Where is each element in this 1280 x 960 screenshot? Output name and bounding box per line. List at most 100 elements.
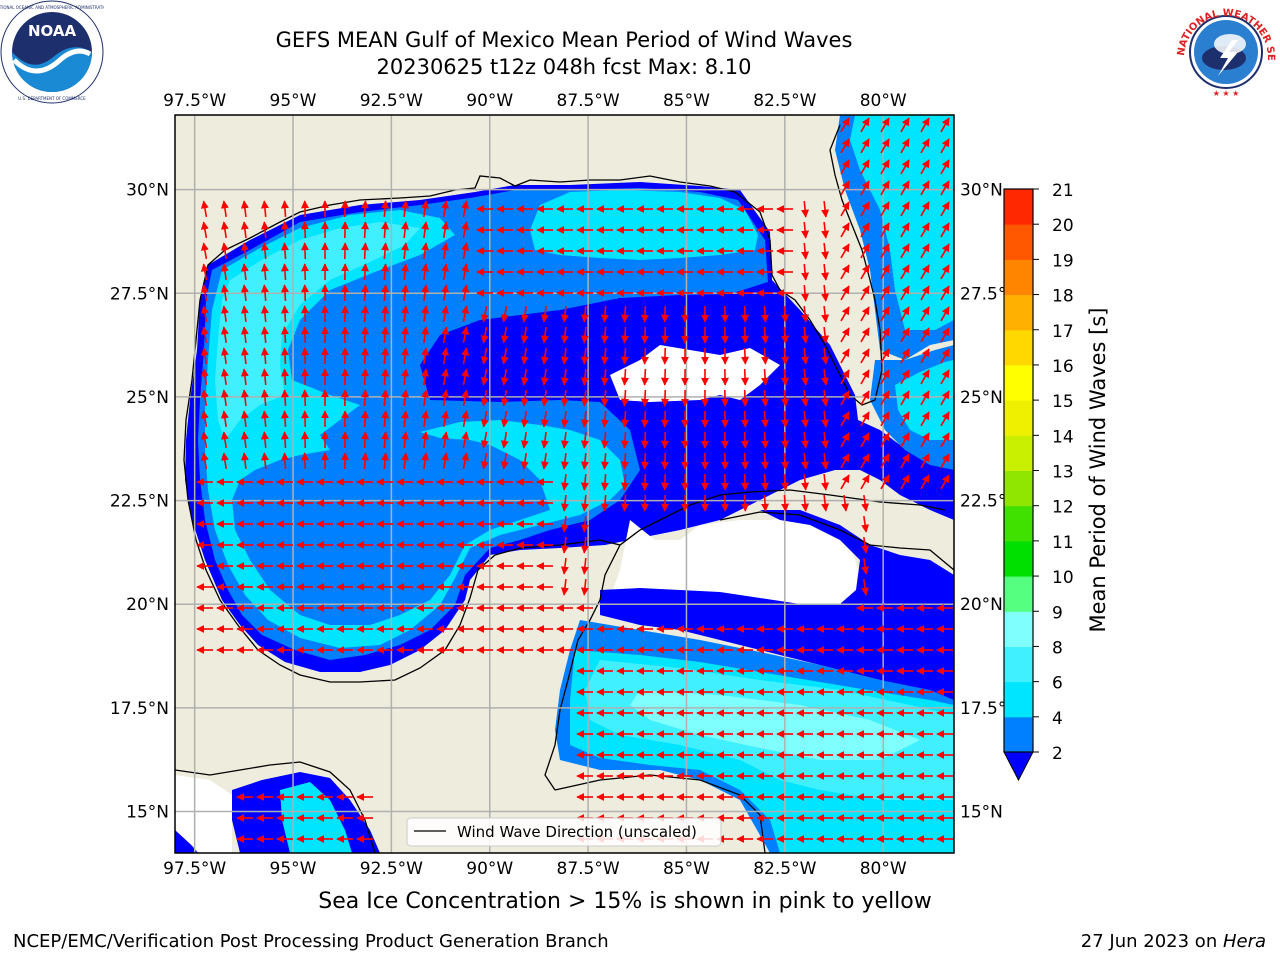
wind-wave-arrow (520, 452, 529, 470)
sea-ice-note: Sea Ice Concentration > 15% is shown in … (318, 889, 932, 914)
wind-wave-arrow (741, 305, 750, 323)
wind-wave-arrow (220, 326, 229, 344)
wind-wave-arrow (560, 305, 569, 323)
wind-wave-arrow (500, 452, 509, 470)
colorbar-segment (1004, 224, 1033, 260)
wind-wave-arrow (880, 159, 890, 175)
wind-wave-arrow (900, 390, 910, 406)
wind-wave-arrow (441, 305, 450, 323)
wind-wave-arrow (761, 473, 770, 491)
wind-wave-arrow (761, 389, 770, 407)
wind-wave-arrow (741, 494, 750, 512)
longitude-label: 90°W (466, 859, 513, 879)
wind-wave-arrow (940, 159, 950, 175)
wind-wave-arrow (560, 557, 569, 575)
longitude-label: 97.5°W (163, 859, 226, 879)
wind-wave-arrow (461, 347, 470, 365)
wind-wave-arrow (840, 390, 850, 406)
wind-wave-arrow (900, 201, 910, 217)
wind-wave-arrow (480, 452, 489, 470)
wind-wave-arrow (560, 473, 569, 491)
wind-wave-arrow (940, 306, 950, 322)
wind-wave-arrow (600, 326, 609, 344)
wind-wave-arrow (781, 347, 790, 365)
wind-wave-arrow (220, 200, 229, 218)
wind-wave-arrow (300, 242, 309, 260)
wind-wave-arrow (520, 410, 529, 428)
wind-wave-arrow (421, 368, 430, 386)
wind-wave-arrow (361, 263, 370, 281)
wind-wave-arrow (300, 368, 309, 386)
longitude-label: 80°W (860, 859, 907, 879)
wind-wave-arrow (300, 431, 309, 449)
wind-wave-arrow (840, 201, 850, 217)
no-data-region (175, 775, 232, 853)
wind-wave-arrow (540, 389, 549, 407)
wind-wave-arrow (920, 201, 930, 217)
wind-wave-arrow (520, 305, 529, 323)
wind-wave-arrow (500, 410, 509, 428)
colorbar-segment (1004, 576, 1033, 612)
colorbar: 2 4 6 8 9 10 11 12 13 14 15 16 17 18 19 20 21 (1003, 181, 1074, 782)
wind-wave-arrow (860, 411, 870, 427)
wind-wave-arrow (860, 285, 870, 301)
wind-wave-arrow (741, 410, 750, 428)
wind-wave-arrow (300, 221, 309, 239)
wind-wave-arrow (480, 326, 489, 344)
wind-wave-arrow (580, 557, 589, 575)
wind-wave-arrow (280, 284, 289, 302)
latitude-label: 25°N (126, 388, 169, 408)
wind-wave-arrow (920, 243, 930, 259)
wind-wave-arrow (361, 200, 370, 218)
wind-wave-arrow (361, 221, 370, 239)
wind-wave-arrow (580, 494, 589, 512)
wind-wave-arrow (220, 347, 229, 365)
wind-wave-arrow (801, 431, 810, 449)
wind-wave-arrow (900, 180, 910, 196)
wind-wave-arrow (821, 494, 830, 512)
wind-wave-arrow (861, 578, 870, 596)
wind-wave-arrow (220, 305, 229, 323)
wind-wave-arrow (560, 578, 569, 596)
svg-text:NATIONAL OCEANIC AND ATMOSPHER: NATIONAL OCEANIC AND ATMOSPHERIC ADMINIS… (0, 5, 104, 10)
wind-wave-arrow (260, 431, 269, 449)
wind-wave-arrow (381, 347, 390, 365)
wind-wave-arrow (900, 453, 910, 469)
latitude-label: 15°N (960, 803, 1003, 823)
wind-wave-arrow (821, 200, 830, 218)
wind-wave-arrow (461, 410, 470, 428)
wind-wave-arrow (421, 263, 430, 281)
wind-wave-arrow (900, 327, 910, 343)
longitude-label: 92.5°W (360, 859, 423, 879)
wind-wave-arrow (840, 411, 850, 427)
nws-logo: NATIONAL WEATHER SERVICE ★ ★ ★ (1174, 0, 1276, 102)
wind-wave-arrow (801, 473, 810, 491)
wind-wave-arrow (920, 474, 930, 490)
wind-wave-arrow (361, 389, 370, 407)
wind-wave-arrow (220, 389, 229, 407)
wind-wave-arrow (741, 452, 750, 470)
wind-wave-arrow (920, 264, 930, 280)
wind-wave-arrow (940, 453, 950, 469)
colorbar-segment (1004, 329, 1033, 366)
wind-wave-arrow (860, 243, 870, 259)
wind-wave-arrow (880, 117, 890, 133)
wind-wave-arrow (240, 263, 249, 281)
wind-wave-arrow (200, 389, 209, 407)
wind-wave-arrow (500, 431, 509, 449)
longitude-label: 95°W (270, 859, 317, 879)
wind-wave-arrow (920, 222, 930, 238)
wind-wave-arrow (600, 494, 609, 512)
wind-wave-arrow (640, 473, 649, 491)
latitude-label: 25°N (960, 388, 1003, 408)
wind-wave-arrow (260, 410, 269, 428)
wind-wave-arrow (461, 242, 470, 260)
wind-wave-arrow (361, 368, 370, 386)
longitude-labels-top: 97.5°W 95°W 92.5°W 90°W 87.5°W 85°W 82.5°W 80°W (163, 91, 907, 111)
wind-wave-arrow (600, 452, 609, 470)
wind-wave-arrow (461, 221, 470, 239)
wind-wave-arrow (920, 285, 930, 301)
wind-wave-arrow (381, 368, 390, 386)
colorbar-tick-label: 20 (1052, 216, 1074, 236)
wind-wave-arrow (300, 284, 309, 302)
